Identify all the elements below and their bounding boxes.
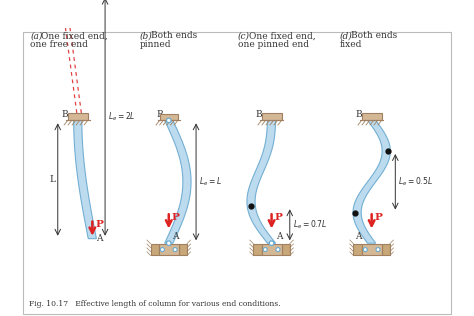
- Text: (c): (c): [238, 32, 250, 40]
- Text: A: A: [173, 232, 179, 241]
- Text: Fig. 10.17   Effective length of column for various end conditions.: Fig. 10.17 Effective length of column fo…: [28, 300, 280, 308]
- Text: P: P: [374, 213, 382, 222]
- Text: P: P: [95, 221, 103, 229]
- Text: B: B: [255, 110, 262, 118]
- Text: $L_e = L$: $L_e = L$: [199, 176, 222, 188]
- Bar: [282, 244, 290, 256]
- Bar: [262, 244, 282, 256]
- Polygon shape: [353, 120, 390, 243]
- Text: L: L: [49, 175, 55, 184]
- Text: $L_e = 0.5L$: $L_e = 0.5L$: [398, 176, 433, 188]
- Text: one free end: one free end: [30, 40, 88, 49]
- Text: $L_e = 0.7L$: $L_e = 0.7L$: [292, 219, 327, 231]
- Text: One fixed end,: One fixed end,: [41, 32, 108, 40]
- Bar: [382, 244, 390, 256]
- Polygon shape: [247, 120, 276, 243]
- Bar: [262, 113, 282, 120]
- Text: A: A: [356, 232, 362, 241]
- Text: B: B: [156, 110, 163, 118]
- Text: A: A: [96, 234, 102, 243]
- Circle shape: [173, 247, 177, 252]
- Text: $L_e = 2L$: $L_e = 2L$: [108, 111, 136, 123]
- Text: P: P: [274, 213, 282, 222]
- Circle shape: [166, 118, 171, 123]
- Text: P: P: [172, 213, 179, 222]
- Text: (a): (a): [30, 32, 43, 40]
- Text: Both ends: Both ends: [151, 32, 197, 40]
- Bar: [362, 113, 382, 120]
- Text: one pinned end: one pinned end: [238, 40, 309, 49]
- Bar: [254, 244, 262, 256]
- Bar: [160, 114, 178, 120]
- Text: fixed: fixed: [340, 40, 362, 49]
- Text: B: B: [62, 110, 68, 118]
- Circle shape: [160, 247, 164, 252]
- Bar: [362, 244, 382, 256]
- Text: (d): (d): [340, 32, 353, 40]
- Bar: [179, 244, 187, 256]
- Bar: [151, 244, 159, 256]
- Circle shape: [263, 247, 267, 252]
- Text: (b): (b): [140, 32, 153, 40]
- Circle shape: [376, 247, 380, 252]
- Polygon shape: [73, 120, 96, 239]
- Circle shape: [269, 241, 274, 246]
- Text: B: B: [356, 110, 362, 118]
- Bar: [159, 244, 179, 256]
- Text: One fixed end,: One fixed end,: [249, 32, 316, 40]
- Text: A: A: [276, 232, 283, 241]
- Polygon shape: [164, 120, 191, 243]
- Text: Both ends: Both ends: [351, 32, 397, 40]
- Bar: [68, 113, 88, 120]
- Circle shape: [276, 247, 280, 252]
- Bar: [354, 244, 362, 256]
- Text: pinned: pinned: [140, 40, 171, 49]
- Circle shape: [166, 241, 171, 246]
- Circle shape: [363, 247, 367, 252]
